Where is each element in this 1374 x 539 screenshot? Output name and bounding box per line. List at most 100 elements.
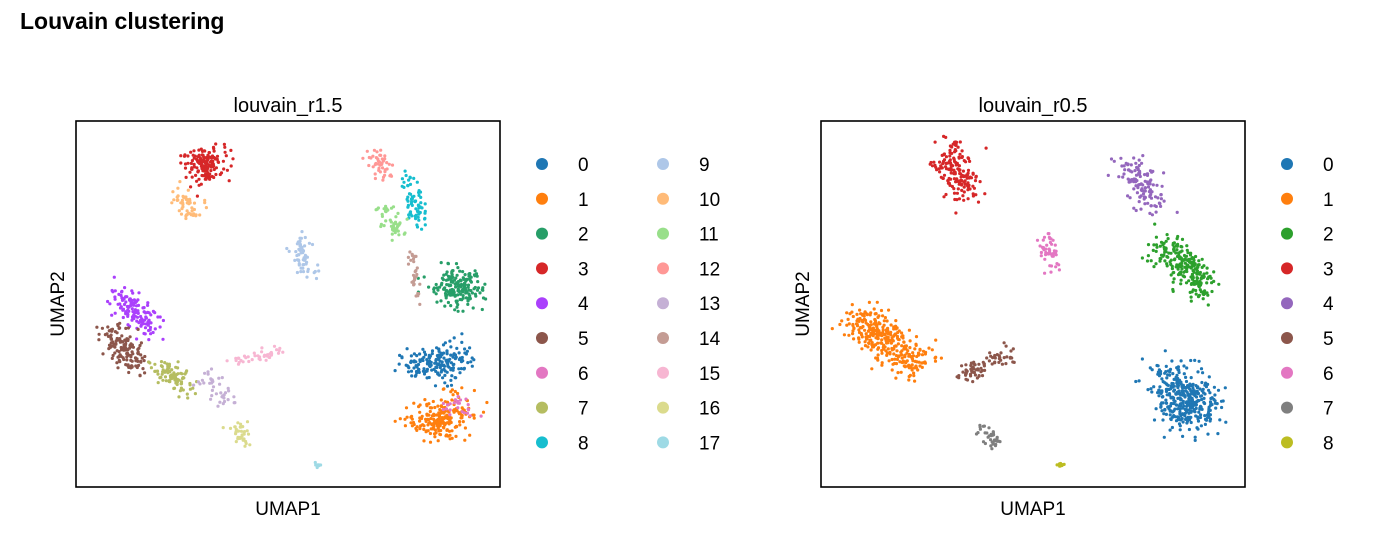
data-point — [1004, 362, 1008, 366]
data-point — [986, 435, 990, 439]
data-point — [1041, 238, 1045, 242]
data-point — [1188, 265, 1192, 269]
data-point — [1162, 435, 1166, 439]
data-point — [959, 178, 963, 182]
data-point — [1200, 380, 1204, 385]
data-point — [966, 168, 971, 172]
data-point — [427, 285, 431, 289]
data-point — [139, 319, 143, 324]
data-point — [952, 191, 957, 195]
data-point — [1170, 402, 1174, 406]
data-point — [108, 343, 112, 347]
data-point — [468, 433, 472, 437]
data-point — [190, 166, 194, 170]
data-point — [155, 369, 160, 373]
data-point — [445, 350, 449, 354]
data-point — [439, 351, 443, 355]
legend-marker — [536, 192, 548, 205]
data-point — [978, 180, 982, 184]
data-point — [449, 383, 454, 387]
data-point — [181, 194, 185, 198]
data-point — [916, 368, 920, 372]
data-point — [456, 266, 460, 270]
data-point — [439, 404, 443, 408]
data-point — [437, 419, 442, 423]
data-point — [121, 340, 125, 344]
data-point — [218, 382, 222, 386]
data-point — [231, 157, 235, 161]
data-point — [460, 386, 464, 390]
data-point — [112, 275, 116, 279]
data-point — [409, 258, 413, 262]
data-point — [906, 349, 910, 353]
data-point — [405, 364, 410, 368]
data-point — [302, 256, 306, 260]
data-point — [1134, 184, 1138, 188]
data-point — [1152, 265, 1156, 269]
scatter-plot-svg: louvain_r1.5UMAP1UMAP2012345678910111213… — [48, 95, 721, 520]
data-point — [990, 440, 994, 444]
data-point — [412, 176, 416, 180]
data-point — [1164, 370, 1168, 374]
data-point — [178, 389, 182, 393]
data-point — [384, 204, 388, 208]
data-point — [875, 327, 880, 331]
data-point — [385, 161, 389, 165]
data-point — [186, 396, 190, 400]
data-point — [190, 206, 194, 210]
data-point — [433, 384, 438, 388]
data-point — [1204, 418, 1209, 422]
data-point — [1189, 420, 1193, 425]
data-point — [868, 313, 872, 317]
legend-item-0: 0 — [1281, 155, 1334, 176]
data-point — [1184, 379, 1189, 384]
data-point — [1047, 232, 1051, 236]
data-point — [406, 255, 410, 259]
data-point — [1206, 293, 1210, 297]
data-point — [176, 198, 180, 202]
data-point — [383, 154, 387, 158]
data-point — [454, 434, 458, 438]
data-point — [1179, 382, 1183, 386]
data-point — [458, 398, 463, 402]
data-point — [983, 368, 987, 372]
data-point — [463, 288, 467, 292]
data-point — [1136, 166, 1140, 171]
series-cluster-13 — [192, 367, 237, 408]
data-point — [980, 368, 984, 373]
data-point — [1149, 204, 1153, 208]
data-point — [113, 289, 117, 293]
data-point — [908, 373, 912, 377]
data-point — [468, 297, 472, 301]
data-point — [1135, 191, 1139, 195]
data-point — [983, 431, 987, 435]
data-point — [874, 336, 878, 340]
data-point — [961, 169, 965, 173]
data-point — [372, 148, 376, 152]
data-point — [371, 165, 375, 169]
data-point — [197, 148, 201, 152]
data-point — [195, 194, 199, 198]
data-point — [1152, 418, 1157, 422]
data-point — [960, 188, 964, 192]
data-point — [1185, 390, 1189, 394]
data-point — [471, 306, 475, 310]
data-point — [1165, 393, 1169, 397]
legend-label: 2 — [578, 225, 589, 246]
data-point — [1203, 383, 1207, 387]
data-point — [460, 414, 464, 418]
data-point — [1145, 259, 1150, 263]
data-point — [1004, 344, 1008, 348]
data-point — [214, 142, 218, 146]
data-point — [1151, 183, 1155, 187]
data-point — [957, 164, 961, 168]
data-point — [427, 421, 431, 425]
data-point — [1054, 265, 1058, 269]
data-point — [1181, 389, 1185, 393]
data-point — [243, 444, 247, 448]
data-point — [405, 217, 409, 221]
data-point — [896, 337, 900, 341]
data-point — [441, 376, 445, 380]
data-point — [865, 313, 869, 317]
data-point — [988, 351, 992, 355]
